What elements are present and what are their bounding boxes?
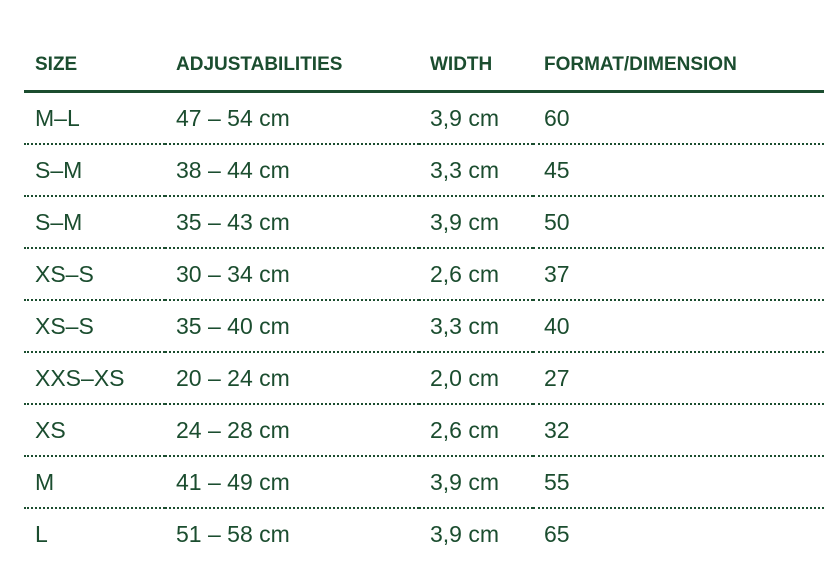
adjustability-cell: 41 – 49 cm: [165, 456, 419, 509]
adjustability-cell: 35 – 43 cm: [165, 196, 419, 249]
table-row: XS 24 – 28 cm 2,6 cm 32: [24, 404, 824, 457]
size-cell: S–M: [24, 144, 165, 197]
format-cell: 55: [533, 456, 824, 509]
width-cell: 3,3 cm: [419, 144, 533, 197]
width-cell: 3,9 cm: [430, 520, 500, 547]
size-table: SIZE ADJUSTABILITIES WIDTH FORMAT/DIMENS…: [24, 40, 824, 559]
width-cell: 3,3 cm: [419, 300, 533, 353]
header-width: WIDTH: [419, 40, 533, 93]
format-cell: 65: [544, 520, 570, 547]
adjustability-cell: 51 – 58 cm: [176, 520, 290, 547]
adjustability-cell: 30 – 34 cm: [165, 248, 419, 301]
size-cell: XXS–XS: [24, 352, 165, 405]
size-cell: XS–S: [24, 300, 165, 353]
size-cell: M: [24, 456, 165, 509]
table-row: XS–S 35 – 40 cm 3,3 cm 40: [24, 300, 824, 353]
width-cell: 2,0 cm: [419, 352, 533, 405]
size-cell: M–L: [24, 91, 165, 145]
format-cell: 32: [533, 404, 824, 457]
format-cell: 27: [533, 352, 824, 405]
table-row: M 41 – 49 cm 3,9 cm 55: [24, 456, 824, 509]
adjustability-cell: 20 – 24 cm: [165, 352, 419, 405]
width-cell: 3,9 cm: [419, 456, 533, 509]
header-size: SIZE: [24, 40, 165, 93]
table-row: S–M 35 – 43 cm 3,9 cm 50: [24, 196, 824, 249]
size-cell: S–M: [24, 196, 165, 249]
adjustability-cell: 35 – 40 cm: [165, 300, 419, 353]
table-row: M–L 47 – 54 cm 3,9 cm 60: [24, 91, 824, 145]
header-adjustabilities: ADJUSTABILITIES: [165, 40, 419, 93]
size-cell: L: [35, 520, 48, 547]
format-cell: 37: [533, 248, 824, 301]
table-row: XS–S 30 – 34 cm 2,6 cm 37: [24, 248, 824, 301]
format-cell: 60: [533, 91, 824, 145]
size-cell: XS–S: [24, 248, 165, 301]
width-cell: 2,6 cm: [419, 404, 533, 457]
table-row: L 51 – 58 cm 3,9 cm 65: [24, 508, 824, 559]
adjustability-cell: 38 – 44 cm: [165, 144, 419, 197]
width-cell: 3,9 cm: [419, 91, 533, 145]
header-format-dimension: FORMAT/DIMENSION: [533, 40, 824, 93]
width-cell: 2,6 cm: [419, 248, 533, 301]
adjustability-cell: 47 – 54 cm: [165, 91, 419, 145]
adjustability-cell: 24 – 28 cm: [165, 404, 419, 457]
width-cell: 3,9 cm: [419, 196, 533, 249]
table-row: S–M 38 – 44 cm 3,3 cm 45: [24, 144, 824, 197]
table-row: XXS–XS 20 – 24 cm 2,0 cm 27: [24, 352, 824, 405]
format-cell: 40: [533, 300, 824, 353]
format-cell: 45: [533, 144, 824, 197]
header-row: SIZE ADJUSTABILITIES WIDTH FORMAT/DIMENS…: [24, 40, 824, 93]
size-cell: XS: [24, 404, 165, 457]
format-cell: 50: [533, 196, 824, 249]
